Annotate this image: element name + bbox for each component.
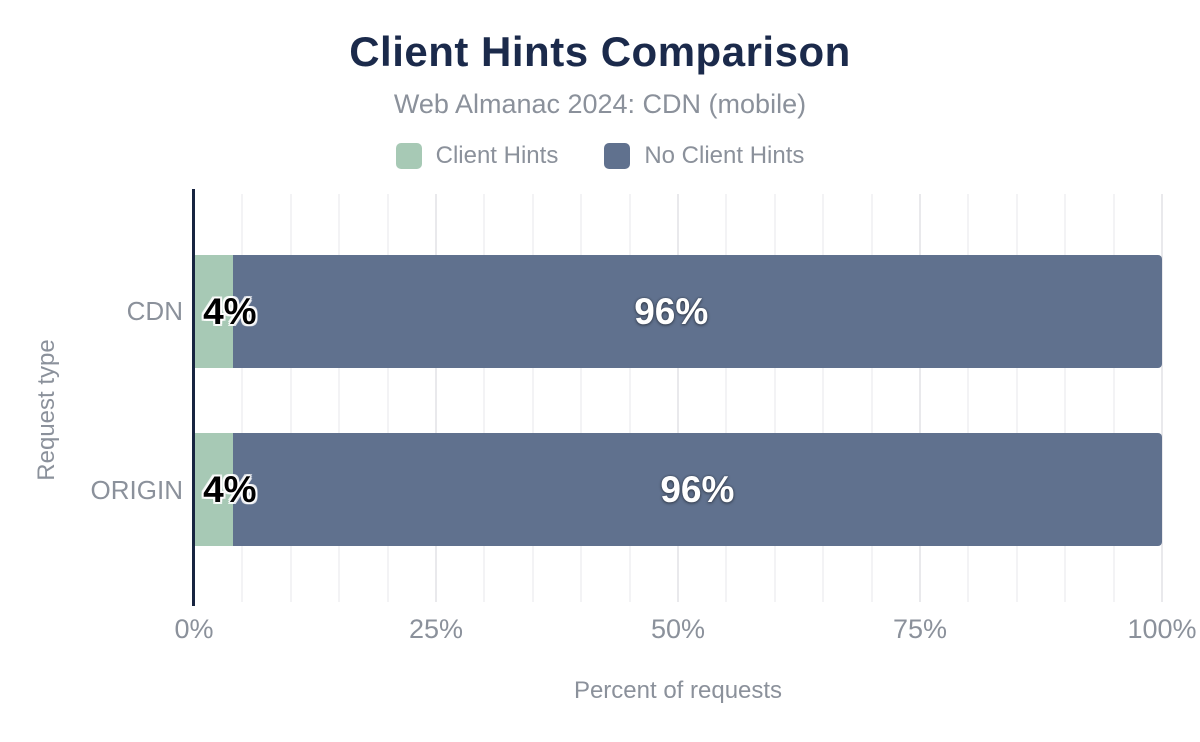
legend-swatch-no-client-hints [604,143,631,169]
legend-item-no-client-hints[interactable]: No Client Hints [604,142,804,170]
gridline-85pct [1015,194,1018,602]
y-axis-line [192,189,195,606]
chart-title: Client Hints Comparison [349,28,851,75]
x-tick-label-25pct: 25% [408,614,464,644]
chart-subtitle: Web Almanac 2024: CDN (mobile) [393,89,807,119]
value-label-cdn-client-hints: 4% [203,290,257,332]
x-tick-label-50pct: 50% [650,614,706,644]
x-tick-label-75pct: 75% [892,614,948,644]
x-tick-label-100pct: 100% [1127,614,1197,644]
y-axis-title: Request type [33,339,60,481]
gridline-10pct [289,194,292,602]
bar-segment-origin-no-client-hints[interactable] [232,433,1162,546]
category-label-origin: ORIGIN [90,475,183,505]
gridline-45pct [628,194,631,602]
legend-label: Client Hints [435,142,559,169]
bar-segment-cdn-client-hints[interactable] [194,255,233,368]
gridline-55pct [725,194,728,602]
gridline-35pct [531,194,534,602]
gridline-80pct [967,194,970,602]
bar-row-cdn: 4% 96% [194,255,1162,368]
value-label-origin-client-hints: 4% [203,468,257,510]
bar-row-origin: 4% 96% [194,433,1162,546]
gridline-90pct [1064,194,1067,602]
legend-swatch-client-hints [395,143,422,169]
gridline-60pct [773,194,776,602]
legend: Client Hints No Client Hints [0,142,1200,170]
gridline-30pct [483,194,486,602]
gridline-65pct [822,194,825,602]
gridline-95pct [1112,194,1115,602]
legend-label: No Client Hints [644,142,805,169]
gridline-100pct [1161,194,1163,602]
gridline-75pct [919,194,921,602]
legend-item-client-hints[interactable]: Client Hints [395,142,559,170]
gridline-40pct [580,194,583,602]
gridline-5pct [241,194,244,602]
x-tick-label-0pct: 0% [174,614,214,644]
plot-area: 4% 96% 4% 96% [192,189,1163,606]
bar-segment-cdn-no-client-hints[interactable] [232,255,1162,368]
gridline-25pct [435,194,437,602]
gridline-20pct [386,194,389,602]
category-label-cdn: CDN [126,296,183,326]
value-label-origin-no-client-hints: 96% [660,468,735,510]
gridline-15pct [338,194,341,602]
gridline-70pct [870,194,873,602]
x-axis-title: Percent of requests [573,677,783,704]
gridline-50pct [677,194,679,602]
bar-segment-origin-client-hints[interactable] [194,433,233,546]
value-label-cdn-no-client-hints: 96% [634,290,709,332]
